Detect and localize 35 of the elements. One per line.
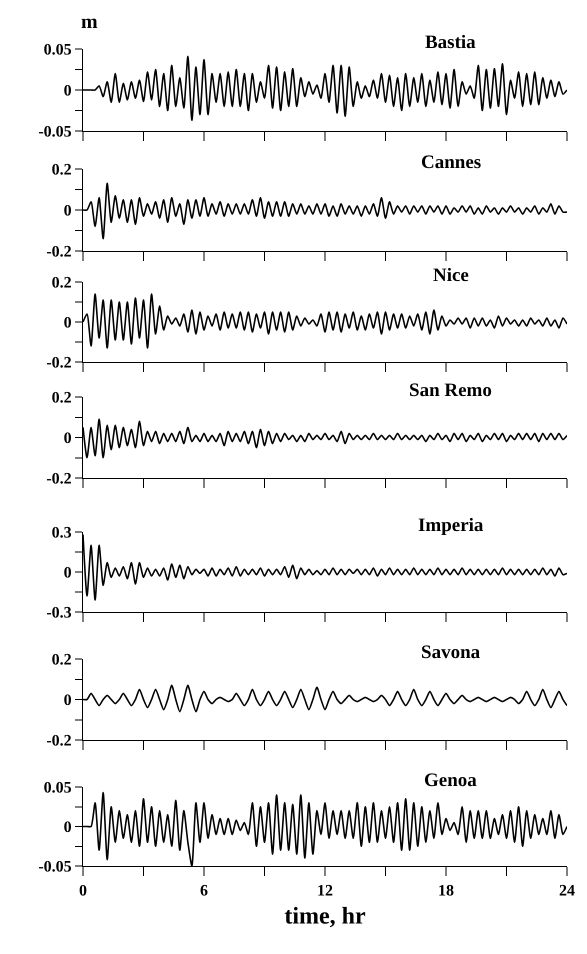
y-tick-label: 0 (64, 314, 72, 332)
chart-title: Savona (421, 642, 481, 663)
y-tick-label: 0 (64, 564, 72, 582)
chart-title: Nice (433, 265, 469, 286)
x-tick-label: 6 (200, 882, 208, 900)
y-tick-label: 0.2 (52, 162, 72, 179)
y-tick-label: -0.3 (46, 604, 72, 622)
y-tick-label: -0.2 (46, 732, 72, 750)
x-tick-label: 0 (79, 882, 87, 900)
y-tick-label: 0.05 (44, 780, 72, 797)
chart-title: Cannes (421, 152, 482, 173)
y-tick-label: 0.2 (52, 274, 72, 292)
y-tick-label: 0.05 (44, 42, 72, 59)
y-axis-title: m (81, 11, 98, 33)
x-tick-label: 18 (438, 882, 454, 900)
y-tick-label: -0.2 (46, 470, 72, 488)
x-tick-label: 24 (559, 882, 575, 900)
chart-title: Bastia (425, 32, 476, 53)
y-tick-label: -0.05 (38, 124, 72, 141)
chart-title: Genoa (424, 770, 478, 791)
y-tick-label: 0 (64, 430, 72, 448)
y-tick-label: -0.2 (46, 244, 72, 261)
y-tick-label: -0.2 (46, 354, 72, 372)
y-tick-label: 0 (64, 819, 72, 836)
chart-title: San Remo (409, 380, 492, 401)
y-tick-label: 0 (64, 82, 72, 100)
y-tick-label: 0.3 (52, 524, 72, 542)
y-tick-label: 0 (64, 202, 72, 220)
chart-title: Imperia (418, 515, 484, 536)
y-tick-label: 0 (64, 692, 72, 710)
y-tick-label: 0.2 (52, 390, 72, 407)
y-tick-label: 0.2 (52, 652, 72, 669)
y-tick-label: -0.05 (38, 858, 72, 876)
x-tick-label: 12 (317, 882, 333, 900)
x-axis-title: time, hr (284, 904, 366, 930)
